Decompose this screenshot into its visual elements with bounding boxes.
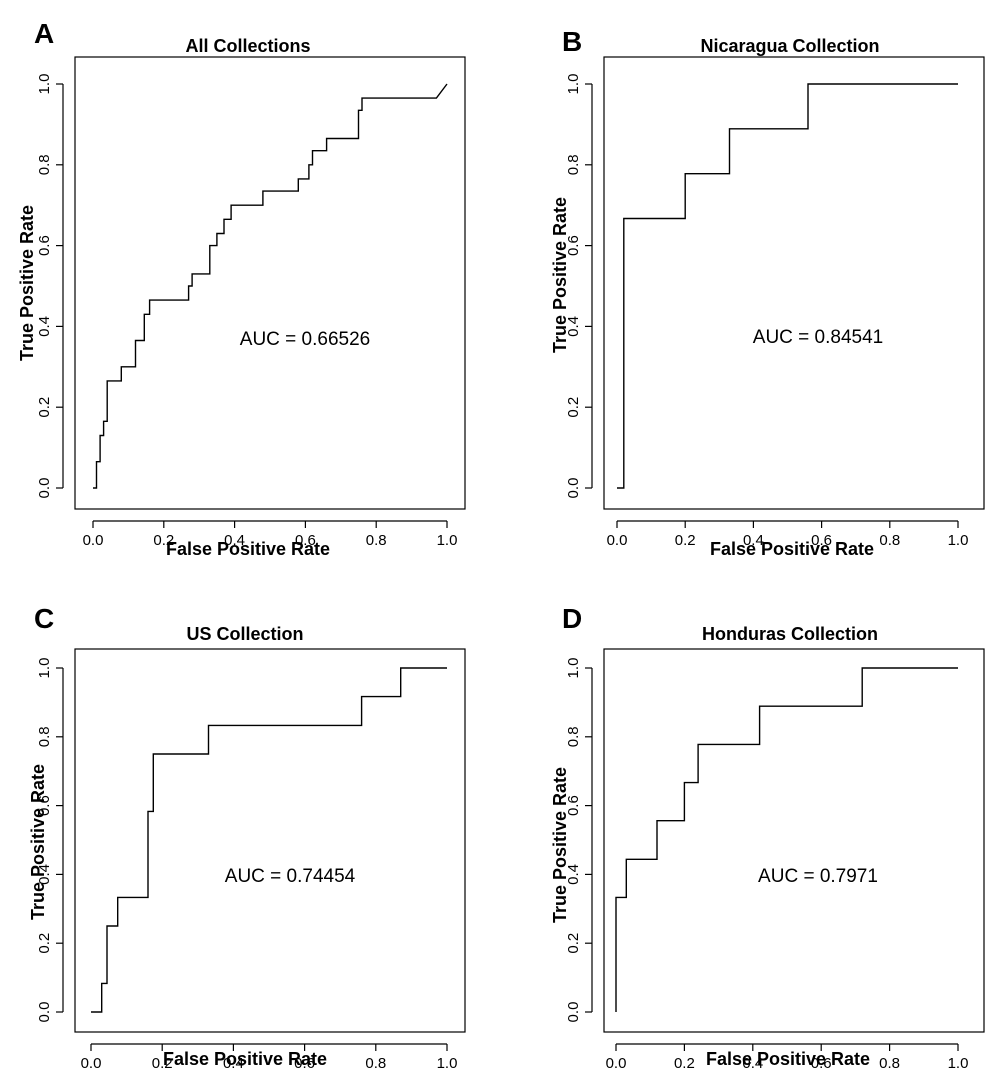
x-tick-label: 0.2 [674,1055,695,1072]
chart-title: All Collections [185,36,310,56]
y-tick-label: 0.8 [565,726,582,747]
y-tick-label: 0.6 [565,235,582,256]
x-tick-label: 0.8 [366,532,387,549]
y-tick-label: 0.4 [565,316,582,337]
y-axis-label: True Positive Rate [17,205,37,361]
y-tick-label: 0.0 [565,1002,582,1023]
y-tick-label: 1.0 [565,658,582,679]
x-tick-label: 0.6 [294,1055,315,1072]
y-tick-label: 1.0 [36,658,53,679]
x-tick-label: 0.6 [295,532,316,549]
x-tick-label: 1.0 [948,1055,969,1072]
y-tick-label: 0.4 [36,316,53,337]
y-tick-label: 0.8 [36,154,53,175]
x-tick-label: 0.0 [607,532,628,549]
plot-frame [603,56,985,510]
panel-letter: B [562,26,582,57]
y-axis-label: True Positive Rate [28,764,48,920]
x-tick-label: 0.4 [742,1055,763,1072]
chart-title: Honduras Collection [702,624,878,644]
x-tick-label: 0.0 [81,1055,102,1072]
chart-title: US Collection [186,624,303,644]
y-tick-label: 0.0 [36,478,53,499]
y-tick-label: 0.8 [36,726,53,747]
x-tick-label: 0.8 [879,1055,900,1072]
y-tick-label: 0.2 [565,397,582,418]
x-axis-label: False Positive Rate [706,1049,870,1069]
auc-annotation: AUC = 0.84541 [753,327,883,348]
roc-curve-c [91,667,447,1013]
auc-annotation: AUC = 0.74454 [225,866,356,887]
x-tick-label: 1.0 [437,532,458,549]
x-axis-label: False Positive Rate [166,539,330,559]
roc-curve-b [617,83,958,489]
x-tick-label: 0.0 [83,532,104,549]
y-tick-label: 0.6 [565,795,582,816]
roc-curve-d [615,667,958,1012]
y-tick-label: 0.0 [36,1002,53,1023]
x-tick-label: 0.4 [224,532,245,549]
y-axis-label: True Positive Rate [550,197,570,353]
x-tick-label: 0.8 [365,1055,386,1072]
y-tick-label: 0.8 [565,154,582,175]
panel-letter: C [34,603,54,634]
auc-annotation: AUC = 0.66526 [240,329,370,350]
panel-b: B Nicaragua Collection 0.0 0.2 0.4 0.6 0.8 1.0 0… [550,26,985,559]
y-tick-label: 0.2 [565,933,582,954]
plot-frame [74,56,466,510]
x-tick-label: 0.6 [811,532,832,549]
panel-letter: D [562,603,582,634]
y-tick-label: 0.4 [36,864,53,885]
x-tick-label: 0.2 [153,532,174,549]
plot-frame [603,648,985,1033]
y-tick-label: 1.0 [565,74,582,95]
x-tick-label: 0.2 [152,1055,173,1072]
panel-letter: A [34,18,54,49]
x-tick-label: 1.0 [437,1055,458,1072]
auc-annotation: AUC = 0.7971 [758,866,878,887]
y-tick-label: 0.2 [36,397,53,418]
y-tick-label: 0.6 [36,795,53,816]
panel-d: D Honduras Collection 0.0 0.2 0.4 0.6 0.8 1.0 0.… [550,603,985,1072]
panel-a: A All Collections 0.0 0.2 0.4 0.6 0.8 1.0 0.0 0.2… [17,18,466,559]
x-axis-label: False Positive Rate [163,1049,327,1069]
x-tick-label: 0.4 [743,532,764,549]
x-tick-label: 0.0 [606,1055,627,1072]
y-tick-label: 0.4 [565,864,582,885]
x-tick-label: 0.2 [675,532,696,549]
roc-curve-a [93,83,448,489]
chart-title: Nicaragua Collection [700,36,879,56]
y-axis-label: True Positive Rate [550,767,570,923]
panel-c: C US Collection 0.0 0.2 0.4 0.6 0.8 1.0 0.0 0.2 0.… [28,603,466,1072]
y-tick-label: 0.6 [36,235,53,256]
y-tick-label: 0.0 [565,478,582,499]
y-tick-label: 0.2 [36,933,53,954]
x-axis-label: False Positive Rate [710,539,874,559]
y-tick-label: 1.0 [36,74,53,95]
x-tick-label: 0.4 [223,1055,244,1072]
x-tick-label: 1.0 [948,532,969,549]
x-tick-label: 0.8 [879,532,900,549]
x-tick-label: 0.6 [811,1055,832,1072]
plot-frame [74,648,466,1033]
